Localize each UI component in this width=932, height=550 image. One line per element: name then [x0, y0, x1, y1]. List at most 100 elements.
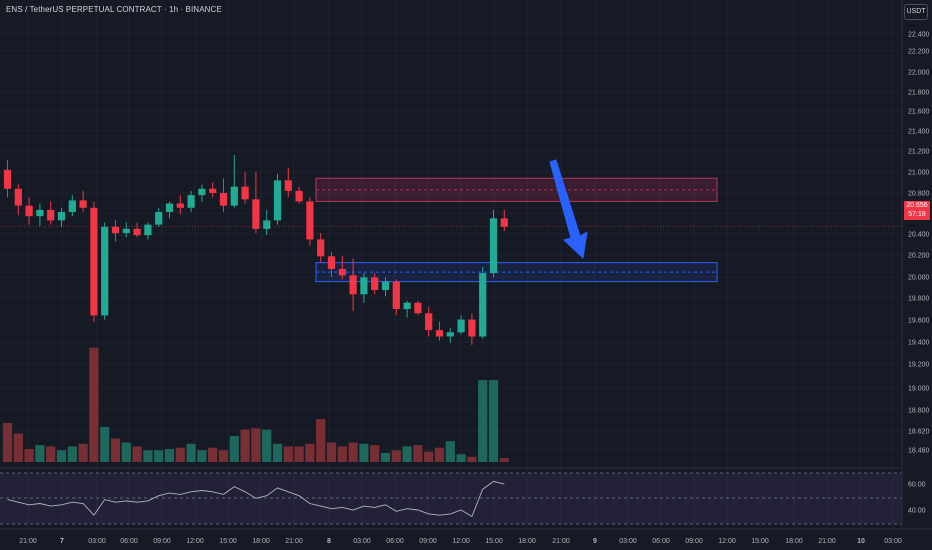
- candle-body: [14, 188, 22, 206]
- candle-body: [144, 224, 152, 236]
- volume-bar: [218, 450, 229, 462]
- candle-body: [284, 180, 292, 191]
- volume-bar: [229, 436, 239, 462]
- price-tick-label: 22.000: [908, 70, 930, 77]
- price-tick-label: 19.600: [908, 318, 930, 325]
- currency-button[interactable]: USDT: [904, 4, 928, 20]
- time-axis[interactable]: 21:00 7 03:00 06:00 09:00 12:00 15:00 18:00 21:0…: [0, 528, 932, 545]
- candle-body: [3, 169, 12, 189]
- volume-bar: [208, 447, 218, 462]
- volume-bar: [24, 449, 34, 462]
- candle-body: [219, 193, 228, 206]
- price-tick-label: 20.000: [908, 275, 930, 282]
- volume-bar: [13, 433, 23, 462]
- candle-body: [371, 277, 379, 291]
- candle-body: [122, 228, 130, 234]
- volume-bar: [316, 419, 326, 462]
- time-tick-label: 21:00: [552, 538, 570, 545]
- candle-body: [349, 275, 357, 295]
- price-axis[interactable]: 22.400 22.200 22.000 21.800 21.600 21.400 21.2…: [901, 0, 930, 529]
- volume-bar: [100, 426, 110, 462]
- candle-body: [457, 319, 465, 333]
- volume-bar: [402, 446, 412, 462]
- volume-bar: [272, 443, 283, 462]
- candle-body: [381, 281, 390, 291]
- candle-body: [327, 256, 336, 269]
- candle-body: [446, 332, 454, 337]
- price-tick-label: 21.600: [908, 109, 930, 116]
- time-tick-label: 21:00: [818, 538, 836, 545]
- volume-bars: [2, 347, 509, 462]
- last-price-label: 20.656 57:18: [904, 201, 930, 220]
- time-tick-label: 06:00: [652, 538, 670, 545]
- price-tick-label: 21.200: [908, 149, 930, 156]
- price-tick-label: 20.200: [908, 253, 930, 260]
- volume-bar: [197, 450, 207, 462]
- volume-bar: [89, 347, 99, 462]
- price-tick-label: 20.400: [908, 232, 930, 239]
- price-tick-label: 18.460: [908, 448, 930, 455]
- bar-countdown: 57:18: [908, 211, 926, 218]
- volume-bar: [78, 443, 88, 462]
- volume-bar: [186, 443, 196, 462]
- candle-body: [47, 209, 55, 221]
- time-tick-label: 06:00: [386, 538, 404, 545]
- candle-body: [479, 273, 487, 337]
- candle-body: [187, 195, 195, 208]
- candle-body: [79, 200, 87, 208]
- volume-bar: [35, 445, 45, 462]
- volume-bar: [380, 452, 391, 462]
- volume-bar: [251, 428, 261, 462]
- volume-bar: [283, 446, 293, 462]
- time-tick-label: 12:00: [186, 538, 204, 545]
- time-tick-label: 10: [857, 538, 865, 545]
- volume-bar: [370, 445, 380, 462]
- candle-body: [425, 313, 433, 331]
- candle-body: [392, 281, 400, 310]
- volume-bar: [488, 380, 499, 462]
- candle-body: [230, 186, 238, 206]
- candle-body: [414, 302, 422, 314]
- candle-body: [165, 203, 174, 212]
- price-tick-label: 22.400: [908, 32, 930, 39]
- time-tick-label: 12:00: [718, 538, 736, 545]
- volume-bar: [46, 446, 56, 462]
- time-tick-label: 8: [327, 538, 331, 545]
- zone-layer[interactable]: [0, 177, 902, 283]
- time-tick-label: 18:00: [518, 538, 536, 545]
- candle-body: [111, 226, 120, 234]
- candle-body: [489, 218, 498, 274]
- time-tick-label: 09:00: [153, 538, 171, 545]
- volume-bar: [240, 429, 250, 462]
- candle-body: [57, 211, 66, 221]
- price-tick-label: 19.400: [908, 340, 930, 347]
- volume-bar: [154, 450, 164, 462]
- volume-bar: [434, 447, 445, 462]
- price-tick-label: 18.800: [908, 408, 930, 415]
- volume-bar: [413, 445, 423, 462]
- volume-bar: [2, 423, 13, 462]
- candle-body: [198, 188, 206, 196]
- volume-bar: [143, 450, 153, 462]
- price-tick-label: 19.200: [908, 362, 930, 369]
- down-arrow: [549, 159, 588, 259]
- arrow-drawing[interactable]: [549, 159, 588, 259]
- candle-body: [252, 199, 260, 229]
- price-tick-label: 19.800: [908, 296, 930, 303]
- volume-bar: [294, 446, 304, 462]
- time-tick-label: 03:00: [619, 538, 637, 545]
- candle-body: [338, 268, 346, 276]
- rsi-pane: [0, 467, 902, 525]
- candlesticks: [3, 155, 508, 345]
- candle-body: [468, 319, 476, 337]
- candle-body: [90, 207, 98, 316]
- rsi-line: [7, 480, 505, 518]
- volume-bar: [359, 443, 369, 462]
- time-tick-label: 18:00: [785, 538, 803, 545]
- candle-body: [36, 209, 44, 217]
- candle-body: [273, 180, 282, 221]
- candle-body: [101, 226, 109, 316]
- volume-bar: [424, 451, 434, 462]
- volume-bar: [67, 446, 77, 462]
